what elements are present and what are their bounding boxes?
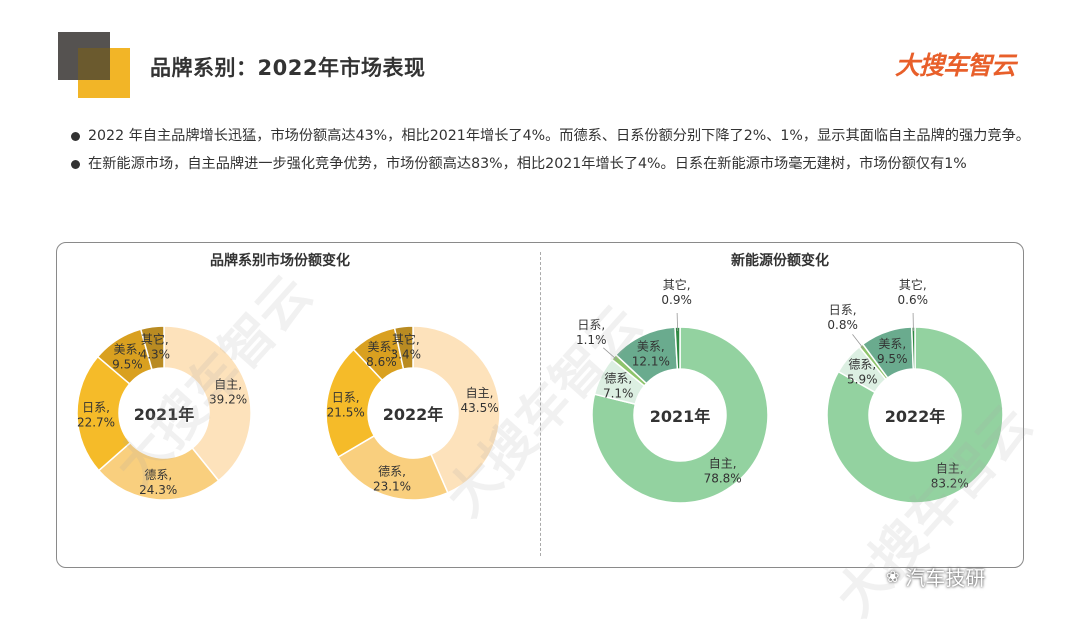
slice-value-label: 12.1% [632,354,670,368]
slice-value-label: 4.3% [140,348,171,362]
slice-value-label: 22.7% [77,416,115,430]
slice-name-label: 德系, [378,464,406,479]
slice-value-label: 24.3% [139,483,177,497]
slice-value-label: 1.1% [576,333,607,347]
slice-value-label: 5.9% [847,373,878,387]
slice-name-label: 德系, [144,467,172,482]
slice-name-label: 其它, [899,277,927,292]
slice-name-label: 自主, [214,377,242,391]
slice-name-label: 美系, [113,343,141,357]
slice-name-label: 自主, [466,386,494,400]
slice-value-label: 23.1% [373,480,411,494]
slice-name-label: 其它, [663,277,691,292]
slice-value-label: 83.2% [931,477,969,491]
leader-line [603,348,617,360]
footer-label: 汽车技研 [905,562,985,591]
slice-value-label: 7.1% [603,386,634,400]
leader-line [852,334,863,348]
slice-name-label: 自主, [709,456,737,470]
donut-center-label: 2022年 [383,405,444,424]
slice-name-label: 其它, [141,332,169,347]
donut-center-label: 2022年 [885,407,946,426]
slice-value-label: 0.6% [898,293,929,307]
donut-center-label: 2021年 [134,405,195,424]
slice-name-label: 其它, [392,331,420,346]
slice-value-label: 9.5% [112,358,143,372]
footer-badge: ❀ 汽车技研 [886,562,985,591]
slice-value-label: 43.5% [461,401,499,415]
slice-value-label: 0.8% [827,318,858,332]
slice-value-label: 3.4% [391,347,422,361]
slice-value-label: 9.5% [877,352,908,366]
slice-name-label: 美系, [878,337,906,351]
slice-name-label: 日系, [332,390,360,404]
slice-value-label: 78.8% [704,471,742,485]
slice-name-label: 美系, [637,339,665,353]
slice-value-label: 39.2% [209,392,247,406]
wechat-icon: ❀ [886,567,899,586]
donut-center-label: 2021年 [650,407,711,426]
slice-value-label: 0.9% [661,293,692,307]
slice-name-label: 日系, [82,401,110,415]
slice-name-label: 日系, [829,303,857,317]
slice-name-label: 自主, [936,462,964,476]
leader-line [677,313,678,331]
slice-name-label: 日系, [577,318,605,332]
slice-value-label: 21.5% [327,405,365,419]
